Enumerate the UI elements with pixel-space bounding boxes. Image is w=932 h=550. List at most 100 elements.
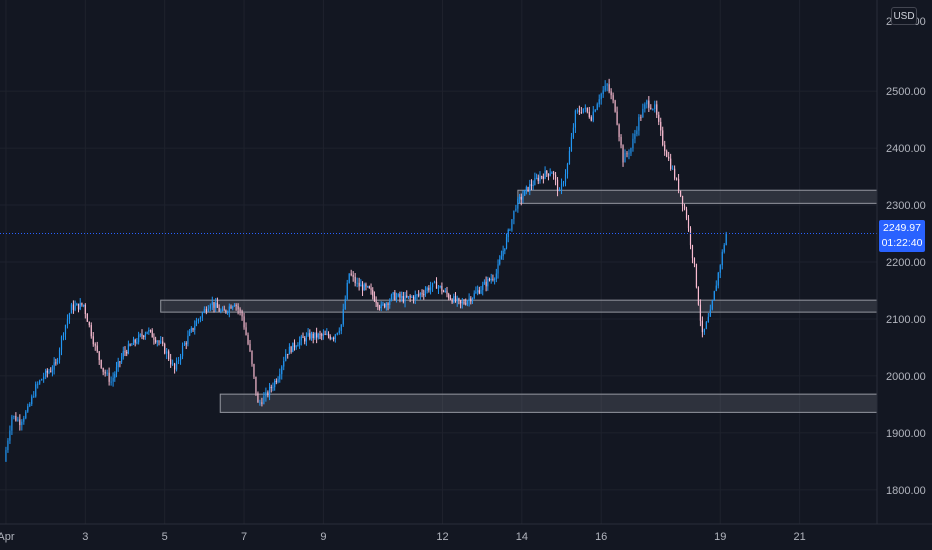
candle-body — [221, 309, 224, 311]
candle-body — [327, 333, 330, 337]
candle-body — [672, 168, 674, 170]
candle-body — [192, 328, 194, 330]
candle-body — [630, 148, 632, 154]
candle-body — [695, 263, 698, 288]
candle-body — [721, 251, 723, 266]
candle-body — [628, 153, 630, 155]
candle-body — [449, 298, 452, 300]
candle-body — [446, 290, 448, 295]
candle-body — [243, 316, 245, 328]
candle-body — [19, 419, 21, 426]
candle-body — [356, 282, 358, 284]
candle-body — [267, 392, 269, 396]
candles — [5, 78, 727, 463]
candle-body — [614, 100, 616, 112]
candle-body — [568, 151, 571, 165]
candle-body — [517, 198, 519, 209]
candle-body — [183, 343, 186, 346]
candle-body — [185, 343, 187, 345]
candle-body — [134, 339, 136, 343]
x-tick-label: 3 — [82, 531, 88, 543]
candle-body — [207, 308, 209, 312]
candle-body — [701, 320, 703, 333]
candle-body — [275, 380, 277, 383]
candle-body — [372, 290, 374, 296]
candle-body — [124, 351, 126, 353]
candle-body — [348, 273, 350, 283]
candle-body — [158, 341, 160, 343]
candle-body — [121, 356, 123, 362]
candle-body — [166, 351, 168, 354]
candle-body — [102, 367, 104, 372]
candle-body — [482, 284, 484, 290]
candle-body — [600, 93, 602, 100]
candle-body — [648, 100, 650, 108]
countdown-label: 01:22:40 — [881, 237, 923, 249]
candle-body — [522, 195, 524, 200]
time-scale[interactable] — [0, 524, 932, 550]
candle-body — [164, 343, 166, 354]
candle-body — [576, 110, 578, 112]
candle-body — [699, 304, 702, 321]
candle-body — [83, 304, 85, 306]
candle-body — [697, 287, 700, 305]
candle-body — [681, 195, 684, 206]
candle-body — [307, 333, 309, 336]
candle-body — [715, 285, 717, 292]
candle-body — [321, 334, 323, 336]
candle-body — [263, 396, 265, 404]
candle-body — [361, 284, 364, 291]
candle-body — [55, 362, 57, 364]
candle-body — [468, 298, 470, 302]
candle-body — [418, 294, 420, 296]
candle-body — [539, 176, 541, 182]
y-tick-label: 1900.00 — [886, 428, 926, 440]
candle-body — [153, 337, 155, 340]
candle-body — [358, 282, 360, 287]
candle-body — [88, 321, 90, 326]
candle-body — [610, 91, 612, 96]
candle-body — [288, 346, 291, 355]
candle-body — [17, 419, 19, 421]
candle-body — [58, 349, 61, 360]
candle-body — [197, 319, 200, 321]
candle-body — [110, 381, 112, 383]
zone-rect[interactable] — [160, 299, 878, 313]
candle-body — [261, 402, 263, 404]
x-axis-ticks: Apr 3 5 7 9 12 14 16 19 21 — [0, 531, 806, 543]
candle-body — [390, 294, 393, 301]
candle-body — [644, 104, 646, 109]
candle-body — [245, 327, 247, 335]
candle-body — [66, 319, 69, 326]
candle-body — [723, 245, 725, 252]
zone-rect[interactable] — [517, 189, 878, 204]
candle-body — [551, 172, 553, 174]
candle-body — [412, 296, 415, 300]
price-scale[interactable] — [877, 0, 932, 524]
candle-body — [324, 334, 326, 336]
candle-body — [527, 186, 529, 192]
candle-body — [636, 130, 638, 135]
candle-body — [136, 342, 138, 344]
candle-body — [213, 302, 215, 308]
candle-body — [319, 333, 321, 335]
candle-body — [53, 362, 55, 370]
candle-body — [485, 281, 487, 287]
candle-body — [317, 333, 319, 338]
candle-body — [414, 294, 416, 300]
zone-rect[interactable] — [219, 393, 878, 413]
candle-body — [529, 184, 531, 192]
candle-body — [404, 295, 406, 302]
candle-body — [209, 305, 211, 309]
candle-body — [70, 304, 73, 314]
candle-body — [483, 281, 486, 285]
candle-body — [338, 330, 340, 333]
candle-body — [15, 415, 17, 421]
candle-body — [370, 288, 372, 291]
candle-body — [687, 218, 690, 229]
candle-body — [660, 121, 662, 131]
candle-body — [274, 380, 276, 388]
currency-badge[interactable]: USD — [891, 7, 917, 25]
candle-body — [79, 302, 81, 310]
